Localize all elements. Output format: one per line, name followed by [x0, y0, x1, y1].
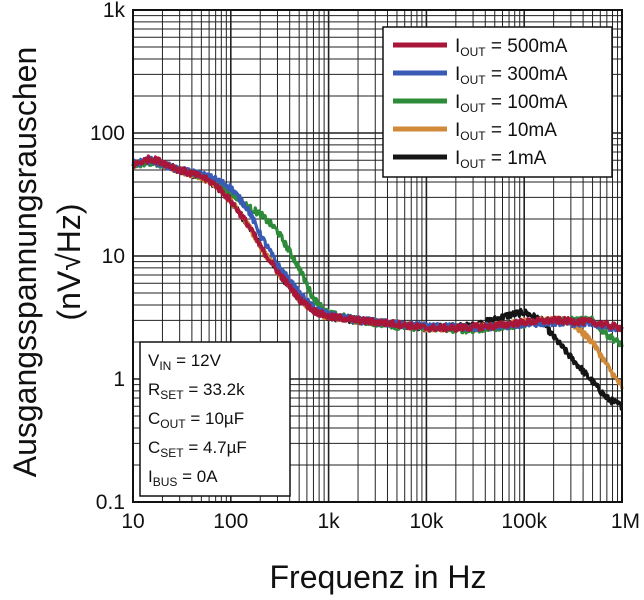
legend-label: IOUT = 10mA	[455, 120, 557, 143]
x-tick-labels: 10 100 1k 10k 100k 1M	[121, 510, 640, 533]
x-tick-label: 10	[121, 510, 144, 533]
legend-label: IOUT = 500mA	[455, 36, 568, 59]
legend: IOUT = 500mA IOUT = 300mA IOUT = 100mA IOUT…	[382, 26, 613, 178]
y-axis-title: Ausgangsspannungsrauschen	[7, 47, 43, 478]
legend-label: IOUT = 1mA	[455, 148, 547, 171]
x-tick-label: 1M	[611, 510, 640, 533]
y-tick-label: 1	[113, 368, 125, 391]
condition-line: VIN = 12V	[148, 351, 222, 373]
x-tick-label: 100	[213, 510, 248, 533]
legend-label: IOUT = 300mA	[455, 64, 568, 87]
y-tick-label: 10	[102, 245, 125, 268]
x-tick-label: 1k	[318, 510, 341, 533]
condition-line: CSET = 4.7µF	[148, 438, 247, 460]
series-lines	[131, 154, 624, 412]
condition-line: COUT = 10µF	[148, 409, 244, 431]
y-tick-label: 1k	[103, 0, 126, 22]
conditions-box: VIN = 12V RSET = 33.2k COUT = 10µF CSET = 4…	[139, 341, 291, 497]
conditions-frame	[139, 341, 291, 497]
x-tick-label: 100k	[501, 510, 547, 533]
series-line	[131, 154, 624, 333]
y-tick-labels: 0.1 1 10 100 1k	[90, 0, 126, 514]
y-tick-label: 0.1	[96, 491, 125, 514]
legend-label: IOUT = 100mA	[455, 92, 568, 115]
x-tick-label: 10k	[409, 510, 443, 533]
plot-frame	[132, 9, 623, 503]
y-tick-label: 100	[90, 122, 125, 145]
y-axis-unit: (nV√Hz)	[51, 203, 87, 320]
condition-line: RSET = 33.2k	[148, 380, 245, 402]
x-axis-title: Frequenz in Hz	[270, 559, 487, 595]
condition-line: IBUS = 0A	[148, 467, 218, 489]
